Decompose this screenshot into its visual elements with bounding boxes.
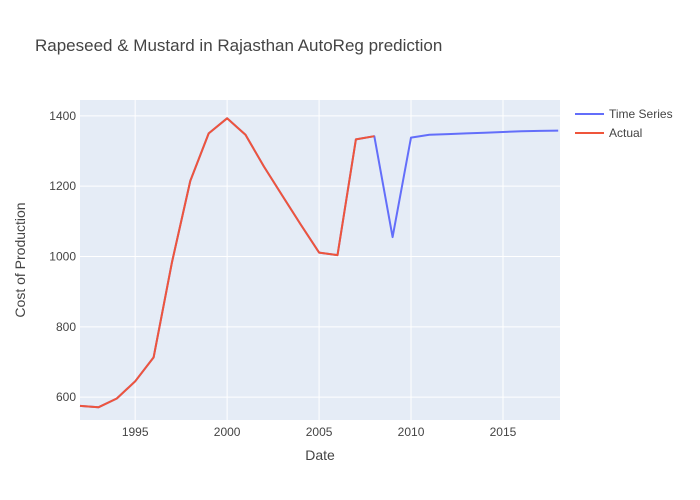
- x-tick-label: 1995: [122, 425, 149, 439]
- legend-item-actual[interactable]: Actual: [575, 126, 642, 140]
- x-tick-label: 2015: [490, 425, 517, 439]
- x-tick-label: 2000: [214, 425, 241, 439]
- x-axis-title: Date: [305, 447, 335, 463]
- x-axis-ticks: 1995 2000 2005 2010 2015: [122, 425, 517, 439]
- plot-background: [80, 100, 560, 420]
- y-tick-label: 1400: [49, 109, 76, 123]
- legend-item-time-series[interactable]: Time Series: [575, 107, 673, 121]
- y-axis-title: Cost of Production: [12, 202, 28, 317]
- y-tick-label: 600: [56, 390, 76, 404]
- y-axis-ticks: 600 800 1000 1200 1400: [49, 109, 76, 404]
- chart-title: Rapeseed & Mustard in Rajasthan AutoReg …: [35, 36, 442, 55]
- series-line-actual: [79, 117, 375, 409]
- y-tick-label: 1000: [49, 249, 76, 263]
- legend-label: Time Series: [609, 107, 673, 121]
- legend[interactable]: Time Series Actual: [575, 107, 673, 140]
- legend-label: Actual: [609, 126, 642, 140]
- x-tick-label: 2005: [306, 425, 333, 439]
- y-tick-label: 800: [56, 320, 76, 334]
- x-tick-label: 2010: [398, 425, 425, 439]
- y-tick-label: 1200: [49, 179, 76, 193]
- series-lines: [79, 117, 559, 409]
